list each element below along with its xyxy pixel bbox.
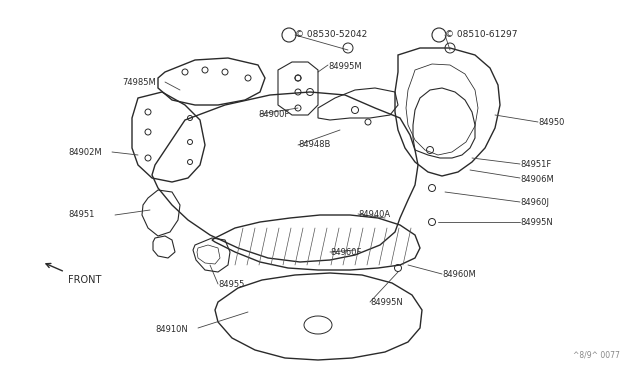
Text: 84960J: 84960J <box>520 198 549 207</box>
Text: 84955: 84955 <box>218 280 244 289</box>
Text: 74985M: 74985M <box>122 78 156 87</box>
Text: 84951F: 84951F <box>520 160 551 169</box>
Text: © 08510-61297: © 08510-61297 <box>445 30 518 39</box>
Text: 84960M: 84960M <box>442 270 476 279</box>
Text: ^8/9^ 0077: ^8/9^ 0077 <box>573 351 620 360</box>
Text: 84951: 84951 <box>68 210 94 219</box>
Text: 84995M: 84995M <box>328 62 362 71</box>
Text: © 08530-52042: © 08530-52042 <box>295 30 367 39</box>
Text: 84910N: 84910N <box>155 325 188 334</box>
Text: 84995N: 84995N <box>370 298 403 307</box>
Text: 84940A: 84940A <box>358 210 390 219</box>
Text: 84960F: 84960F <box>330 248 362 257</box>
Text: FRONT: FRONT <box>68 275 101 285</box>
Text: 84948B: 84948B <box>298 140 330 149</box>
Text: 84902M: 84902M <box>68 148 102 157</box>
Text: 84906M: 84906M <box>520 175 554 184</box>
Text: 84995N: 84995N <box>520 218 553 227</box>
Text: 84950: 84950 <box>538 118 564 127</box>
Text: 84900F: 84900F <box>258 110 289 119</box>
